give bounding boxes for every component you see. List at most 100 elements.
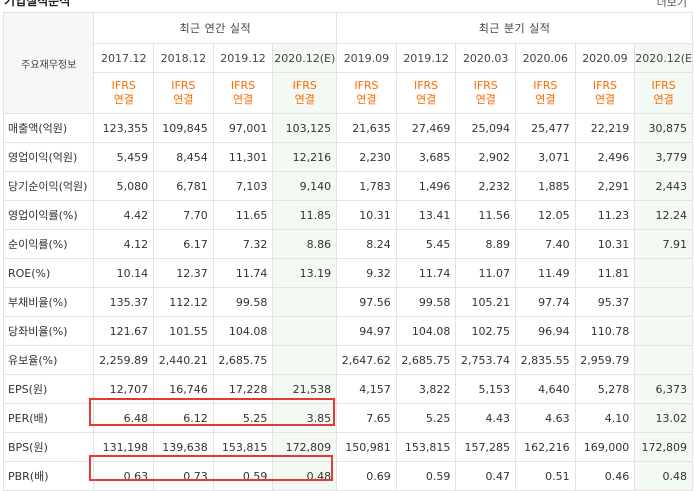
table-row: BPS(원) 131,198 139,638 153,815 172,809 150,98… bbox=[2, 432, 693, 462]
table-cell: 172,809 bbox=[634, 432, 693, 462]
table-cell: 110.78 bbox=[574, 316, 636, 346]
table-cell: 0.69 bbox=[336, 461, 397, 491]
table-cell: 4.12 bbox=[93, 229, 155, 259]
table-cell: 103,125 bbox=[272, 113, 338, 143]
table-cell: 105.21 bbox=[455, 287, 516, 317]
row-label: 유보율(%) bbox=[2, 345, 95, 375]
row-label: 당좌비율(%) bbox=[2, 316, 95, 346]
table-cell: 0.48 bbox=[634, 461, 693, 491]
table-cell: 99.58 bbox=[395, 287, 457, 317]
period-header: 2019.12 bbox=[212, 43, 274, 73]
basis-standard: IFRS bbox=[292, 79, 317, 92]
basis-header: IFRS 연결 bbox=[395, 72, 457, 114]
table-cell: 21,635 bbox=[336, 113, 397, 143]
table-cell: 2,647.62 bbox=[336, 345, 397, 375]
row-label: 영업이익(억원) bbox=[2, 142, 95, 172]
table-cell: 11.81 bbox=[574, 258, 636, 288]
table-cell: 10.31 bbox=[336, 200, 397, 230]
table-cell: 94.97 bbox=[336, 316, 397, 346]
table-cell: 11.65 bbox=[212, 200, 274, 230]
row-label: ROE(%) bbox=[2, 258, 95, 288]
table-cell: 5,080 bbox=[93, 171, 155, 201]
row-label: 순이익률(%) bbox=[2, 229, 95, 259]
table-cell: 7.91 bbox=[634, 229, 693, 259]
table-cell: 11.85 bbox=[272, 200, 338, 230]
basis-header-row: IFRS 연결 IFRS 연결 IFRS 연결 IFRS 연결 IFRS 연결 IFRS 연결 IFRS… bbox=[4, 72, 693, 114]
table-cell: 12.05 bbox=[515, 200, 576, 230]
table-cell: 13.02 bbox=[634, 403, 693, 433]
table-cell: 153,815 bbox=[212, 432, 274, 462]
table-cell: 11,301 bbox=[212, 142, 274, 172]
table-cell: 7,103 bbox=[212, 171, 274, 201]
table-cell: 5,278 bbox=[574, 374, 636, 404]
table-row: EPS(원) 12,707 16,746 17,228 21,538 4,157 3,822… bbox=[2, 374, 693, 404]
table-row: 당좌비율(%) 121.67 101.55 104.08 94.97 104.08 102.… bbox=[2, 316, 693, 346]
table-cell: 162,216 bbox=[515, 432, 576, 462]
basis-standard: IFRS bbox=[354, 79, 379, 92]
row-label: EPS(원) bbox=[2, 374, 95, 404]
table-cell: 5.45 bbox=[395, 229, 457, 259]
period-header: 2019.09 bbox=[336, 43, 397, 73]
table-cell: 1,496 bbox=[395, 171, 457, 201]
table-cell: 2,443 bbox=[634, 171, 693, 201]
table-cell: 4.63 bbox=[515, 403, 576, 433]
basis-header: IFRS 연결 bbox=[272, 72, 338, 114]
table-cell: 5.25 bbox=[395, 403, 457, 433]
table-cell: 4,157 bbox=[336, 374, 397, 404]
table-cell bbox=[634, 287, 693, 317]
table-cell: 4.42 bbox=[93, 200, 155, 230]
basis-header: IFRS 연결 bbox=[153, 72, 214, 114]
table-cell: 97.74 bbox=[515, 287, 576, 317]
table-cell: 9.32 bbox=[336, 258, 397, 288]
table-cell: 2,230 bbox=[336, 142, 397, 172]
table-cell: 3,685 bbox=[395, 142, 457, 172]
basis-scope: 연결 bbox=[594, 93, 616, 106]
table-cell: 12.37 bbox=[153, 258, 214, 288]
table-cell: 11.23 bbox=[574, 200, 636, 230]
table-cell: 1,885 bbox=[515, 171, 576, 201]
basis-standard: IFRS bbox=[413, 79, 439, 92]
table-cell: 2,496 bbox=[574, 142, 636, 172]
period-header: 2018.12 bbox=[153, 43, 214, 73]
table-cell: 11.56 bbox=[455, 200, 516, 230]
table-cell: 2,959.79 bbox=[574, 345, 636, 375]
section-header: 기업실적분석 더보기 bbox=[0, 0, 695, 12]
basis-scope: 연결 bbox=[475, 93, 496, 106]
table-cell: 11.74 bbox=[395, 258, 457, 288]
table-cell: 13.19 bbox=[272, 258, 338, 288]
table-cell: 3.85 bbox=[272, 403, 338, 433]
table-cell: 131,198 bbox=[93, 432, 155, 462]
table-cell: 8.86 bbox=[272, 229, 338, 259]
table-cell: 102.75 bbox=[455, 316, 516, 346]
basis-standard: IFRS bbox=[533, 79, 558, 92]
table-row: 유보율(%) 2,259.89 2,440.21 2,685.75 2,647.62 2,… bbox=[2, 345, 693, 375]
more-link[interactable]: 더보기 bbox=[656, 0, 687, 9]
row-label: PER(배) bbox=[2, 403, 95, 433]
table-row: 부채비율(%) 135.37 112.12 99.58 97.56 99.58 105.21… bbox=[2, 287, 693, 317]
basis-standard: IFRS bbox=[230, 79, 256, 92]
period-header: 2017.12 bbox=[93, 43, 155, 73]
row-label: BPS(원) bbox=[2, 432, 95, 462]
table-cell: 2,291 bbox=[574, 171, 636, 201]
table-cell: 9,140 bbox=[272, 171, 338, 201]
basis-scope: 연결 bbox=[535, 93, 556, 106]
basis-standard: IFRS bbox=[473, 79, 498, 92]
table-cell: 96.94 bbox=[515, 316, 576, 346]
table-row: 영업이익률(%) 4.42 7.70 11.65 11.85 10.31 13.41 11.5… bbox=[2, 200, 693, 230]
table-cell: 25,477 bbox=[515, 113, 576, 143]
table-cell: 2,440.21 bbox=[153, 345, 214, 375]
basis-header: IFRS 연결 bbox=[455, 72, 516, 114]
table-cell: 121.67 bbox=[93, 316, 155, 346]
table-cell: 8.89 bbox=[455, 229, 516, 259]
per-annual-highlight bbox=[89, 398, 335, 426]
table-cell: 6,781 bbox=[153, 171, 214, 201]
row-label: 매출액(억원) bbox=[2, 113, 95, 143]
table-cell: 22,219 bbox=[574, 113, 636, 143]
table-row: PER(배) 6.48 6.12 5.25 3.85 7.65 5.25 4.43 4.63 4.… bbox=[2, 403, 693, 433]
basis-scope: 연결 bbox=[294, 93, 315, 106]
basis-scope: 연결 bbox=[653, 93, 674, 106]
table-cell: 2,835.55 bbox=[515, 345, 576, 375]
table-cell: 2,232 bbox=[455, 171, 516, 201]
table-cell: 3,779 bbox=[634, 142, 693, 172]
table-cell: 0.46 bbox=[574, 461, 636, 491]
